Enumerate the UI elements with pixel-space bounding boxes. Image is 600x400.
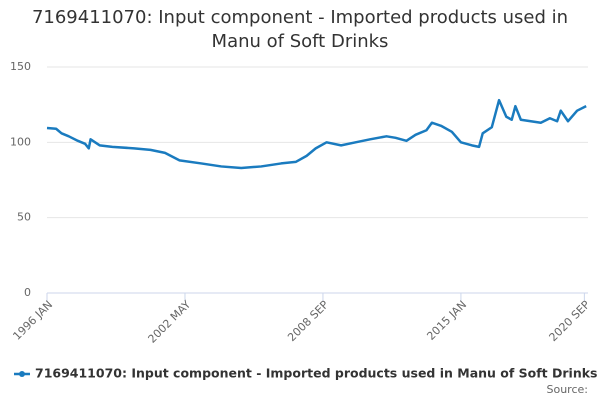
legend-marker — [19, 371, 25, 377]
y-tick-label: 0 — [24, 286, 31, 299]
x-tick-label: 2015 JAN — [424, 298, 469, 343]
x-tick-label: 2020 SEP — [547, 298, 593, 344]
series-line — [46, 98, 587, 170]
x-tick-label: 2008 SEP — [285, 298, 331, 344]
source: Source: — [547, 383, 589, 396]
chart-title: 7169411070: Input component - Imported p… — [31, 7, 569, 52]
y-tick-label: 100 — [10, 135, 31, 148]
y-tick-label: 150 — [10, 60, 31, 73]
y-tick-label: 50 — [17, 211, 31, 224]
x-tick-label: 1996 JAN — [10, 298, 55, 343]
x-tick-label: 2002 MAY — [146, 298, 194, 346]
legend-label: 7169411070: Input component - Imported p… — [35, 366, 598, 381]
